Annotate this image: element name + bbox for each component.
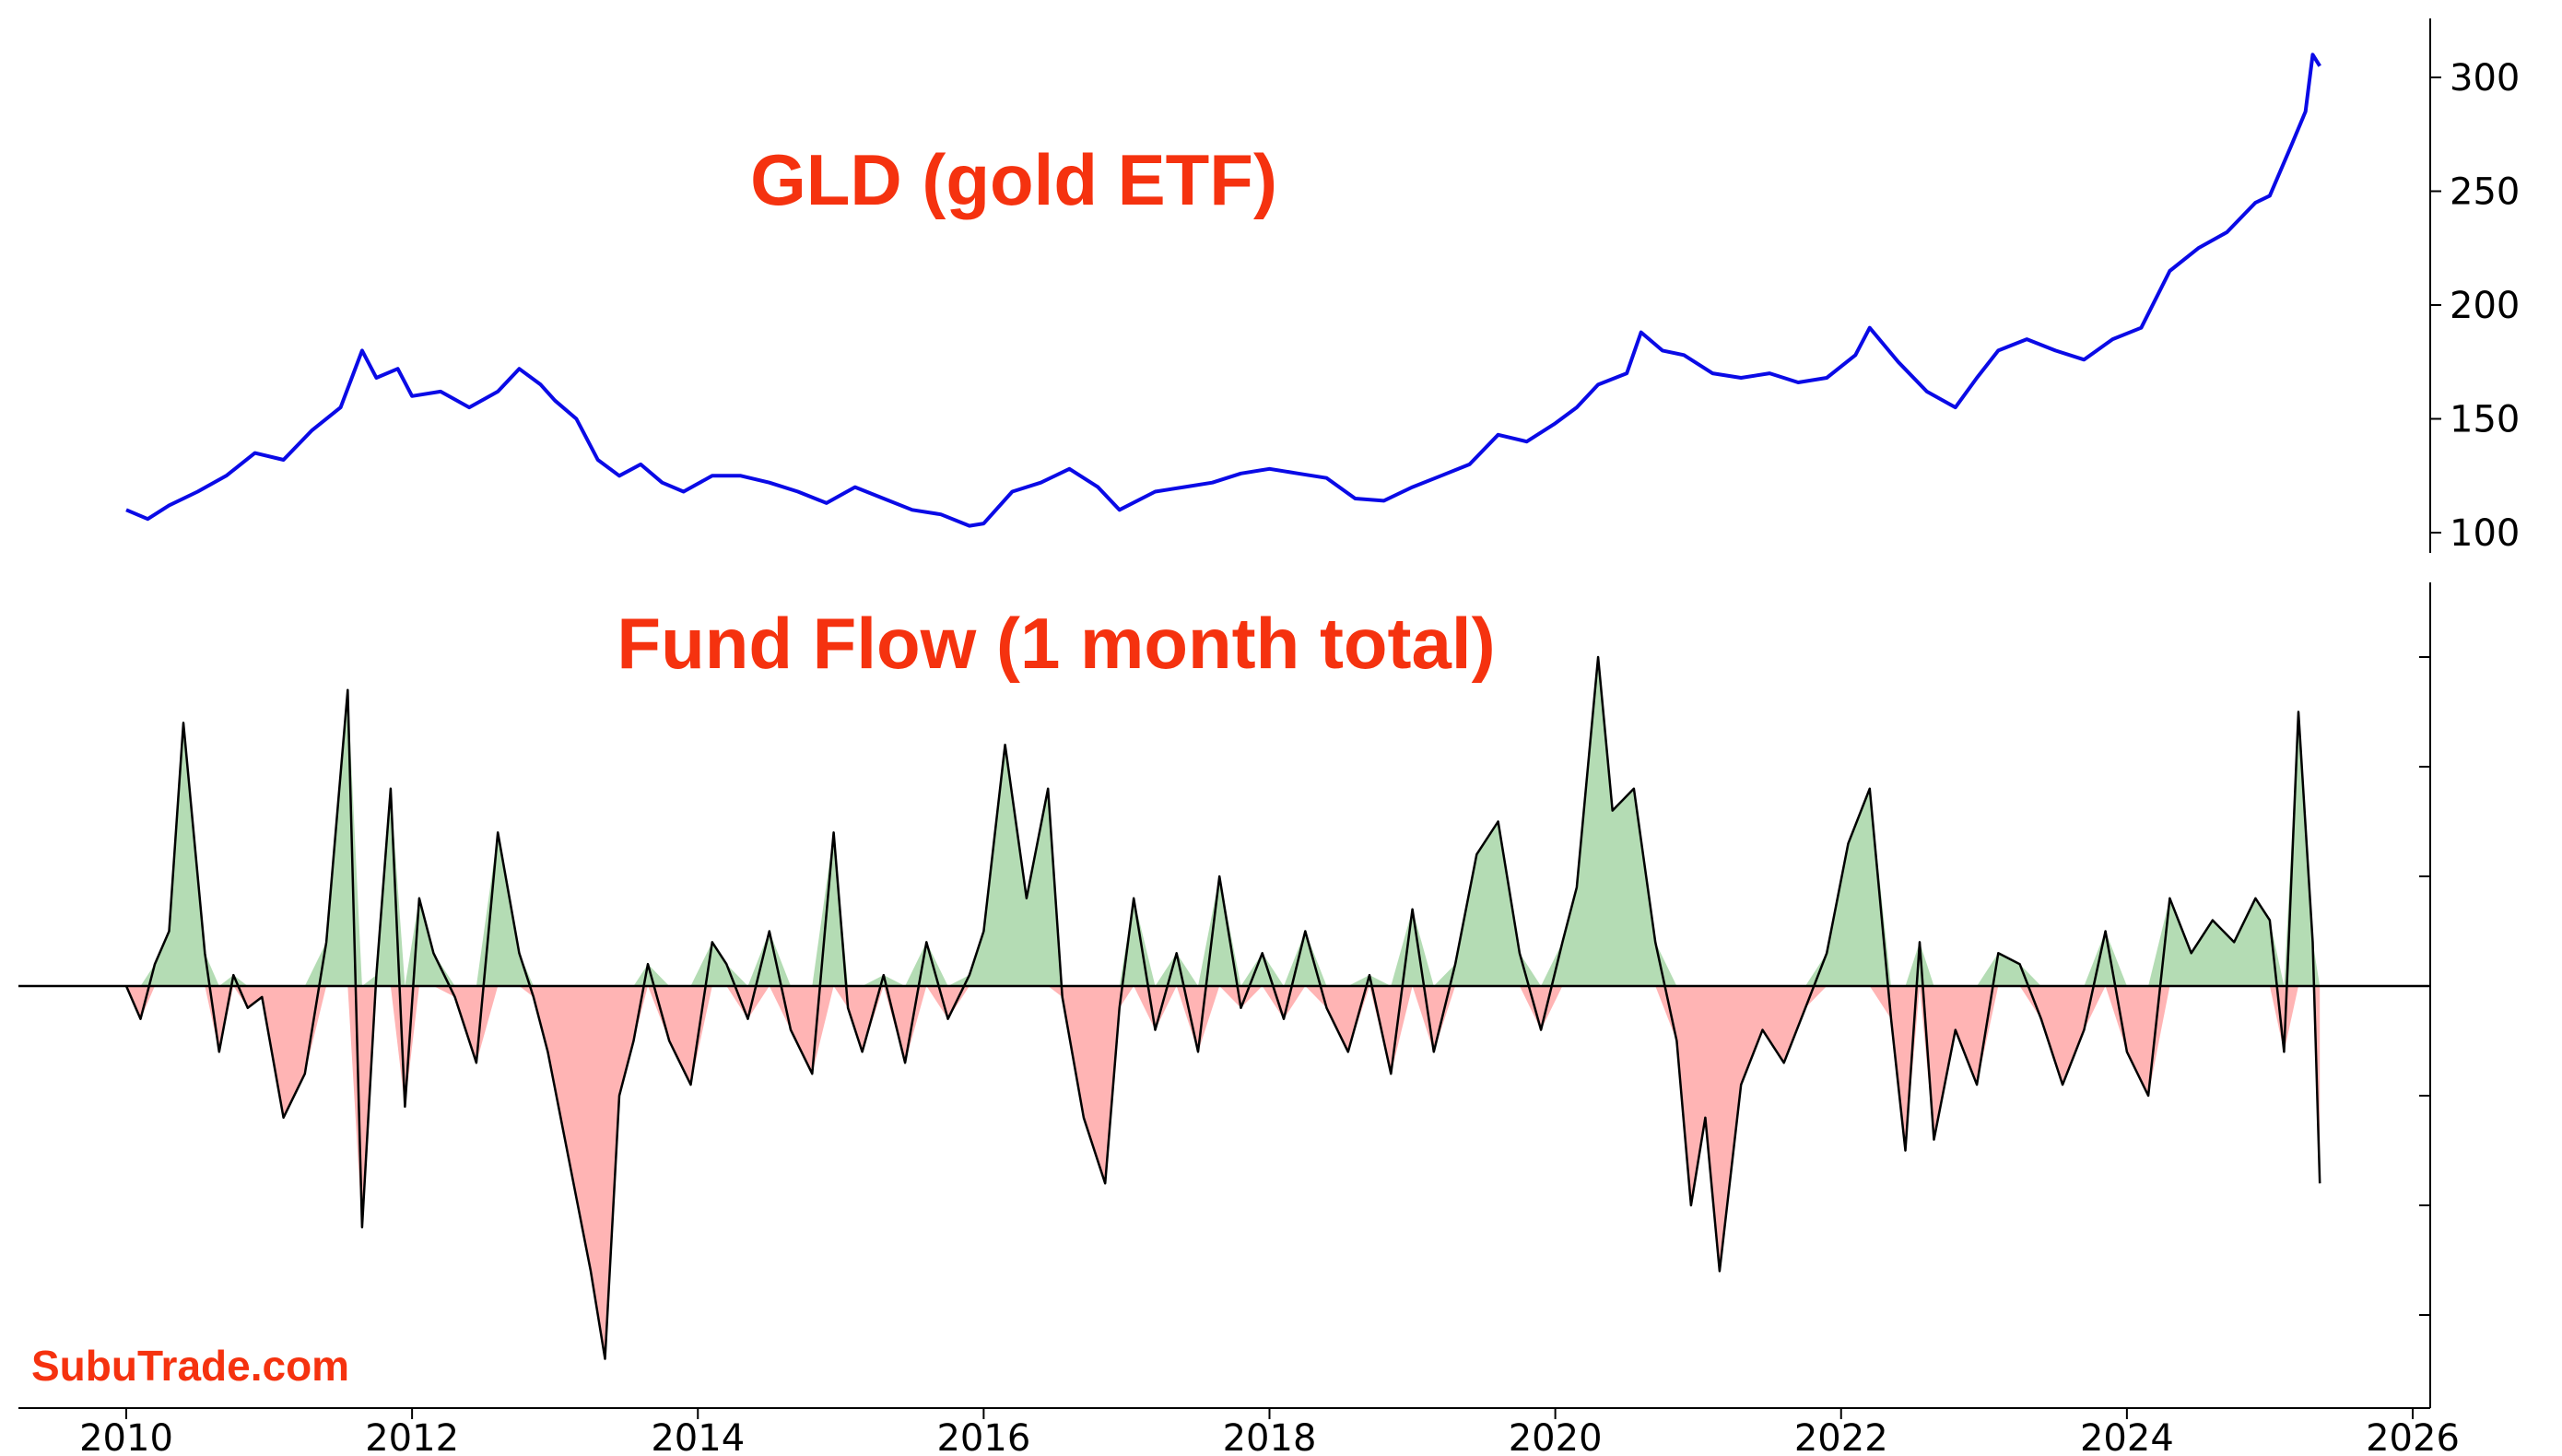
price-y-tick-label: 300 [2450, 57, 2520, 100]
flow-panel: 2010 2012 2014 2016 2018 2020 2022 2024 2026 Fun… [18, 582, 2460, 1456]
price-y-tick-label: 250 [2450, 171, 2520, 214]
x-tick-label: 2026 [2366, 1417, 2460, 1456]
x-tick-label: 2010 [79, 1417, 173, 1456]
x-tick-label: 2012 [365, 1417, 459, 1456]
x-tick-label: 2018 [1223, 1417, 1317, 1456]
flow-y-ticks [2419, 656, 2430, 1316]
flow-panel-title: Fund Flow (1 month total) [617, 603, 1495, 684]
price-panel: 100 150 200 250 300 GLD (gold ETF) [125, 18, 2520, 555]
price-y-tick-label: 100 [2450, 512, 2520, 555]
price-panel-title: GLD (gold ETF) [750, 139, 1277, 220]
watermark: SubuTrade.com [31, 1342, 349, 1390]
fund-flow-line [124, 655, 2321, 1360]
price-y-ticks: 100 150 200 250 300 [2430, 57, 2520, 555]
price-y-tick-label: 200 [2450, 285, 2520, 327]
flow-positive-area [126, 657, 2321, 986]
x-ticks: 2010 2012 2014 2016 2018 2020 2022 2024 2026 [79, 1408, 2460, 1456]
x-tick-label: 2024 [2080, 1417, 2174, 1456]
x-tick-label: 2020 [1509, 1417, 1603, 1456]
x-tick-label: 2016 [936, 1417, 1030, 1456]
flow-negative-area [126, 986, 2321, 1359]
x-tick-label: 2022 [1794, 1417, 1888, 1456]
gld-price-line [125, 53, 2321, 528]
price-y-tick-label: 150 [2450, 399, 2520, 441]
x-tick-label: 2014 [651, 1417, 745, 1456]
